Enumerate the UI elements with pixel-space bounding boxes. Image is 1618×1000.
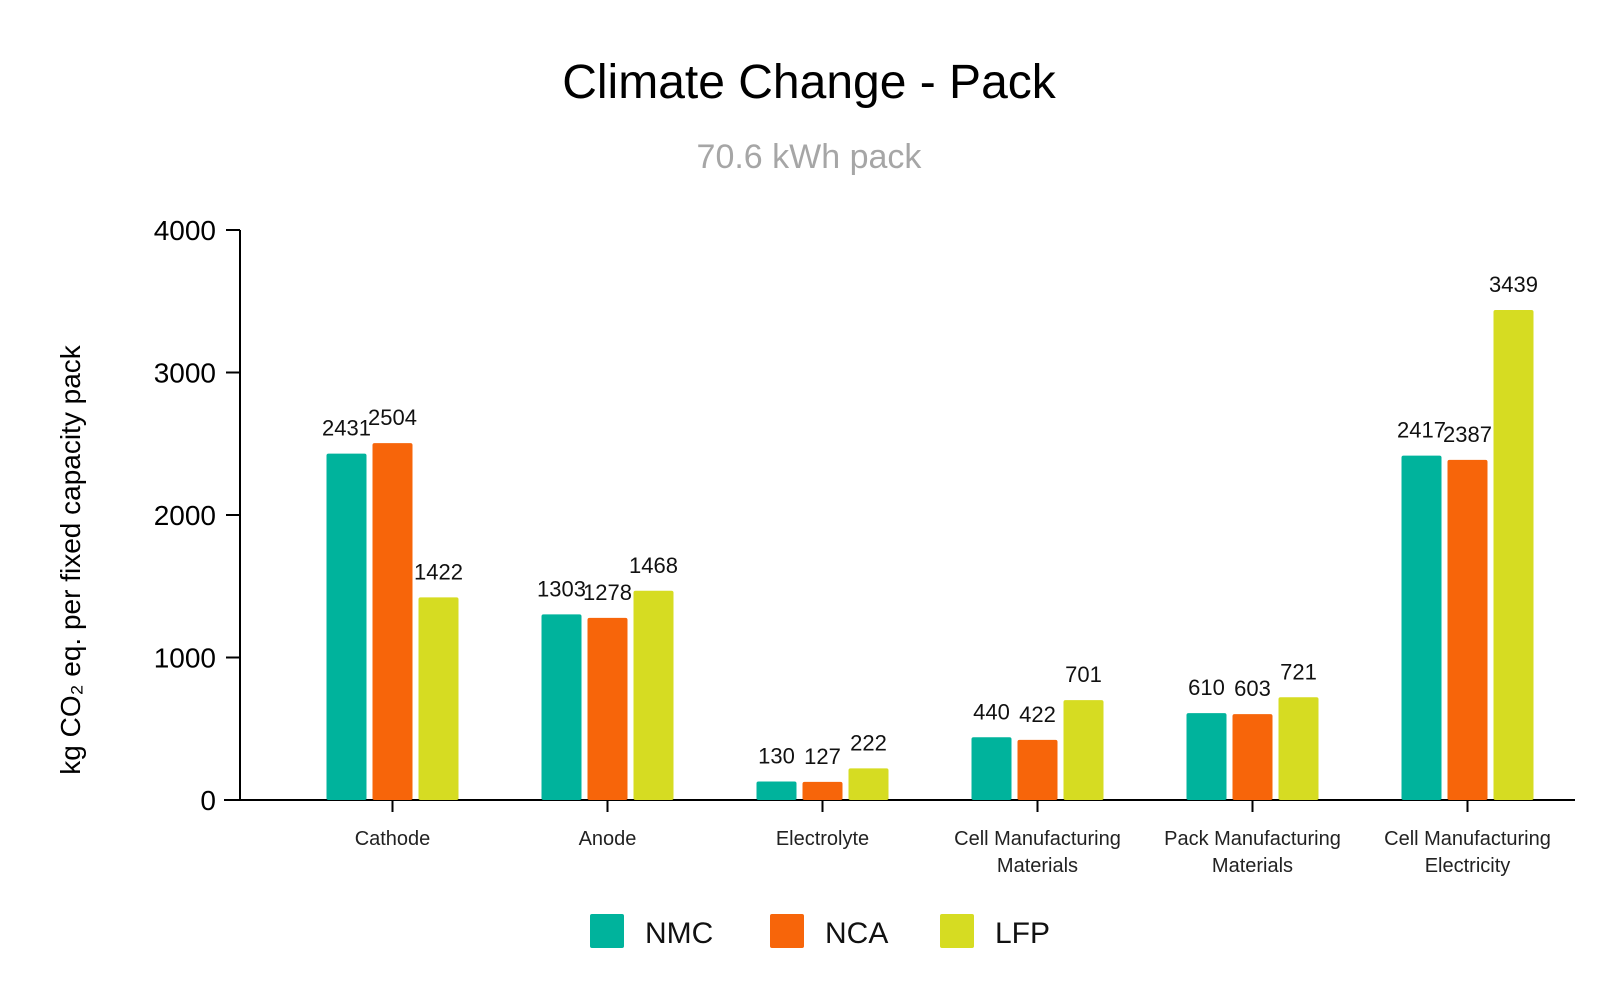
bar-nmc — [756, 781, 797, 800]
data-label-nmc: 2417 — [1397, 418, 1446, 443]
legend-label-nmc: NMC — [645, 917, 713, 950]
data-label-lfp: 222 — [850, 730, 887, 755]
legend-label-lfp: LFP — [995, 917, 1050, 950]
x-category-label: Cell Manufacturing Electricity — [1384, 828, 1551, 877]
bar-lfp — [633, 590, 674, 800]
bar-nmc — [1401, 455, 1442, 800]
data-label-lfp: 1468 — [629, 553, 678, 578]
data-label-nca: 127 — [804, 744, 841, 769]
bar-lfp — [1063, 700, 1104, 800]
data-label-lfp: 1422 — [414, 559, 463, 584]
x-category-label-line: Electricity — [1425, 855, 1511, 877]
bar-nca — [587, 617, 628, 800]
legend-swatch-lfp — [940, 914, 974, 948]
axes: 0 1000 2000 3000 4000 Cathode Anode Electrolyte… — [154, 215, 1575, 877]
bar-lfp — [418, 597, 459, 800]
y-tick-label: 0 — [200, 785, 216, 816]
y-tick-label: 1000 — [154, 643, 216, 674]
data-label-lfp: 701 — [1065, 662, 1102, 687]
bar-lfp — [1278, 697, 1319, 800]
legend: NMC NCA LFP — [590, 914, 1050, 950]
data-label-nmc: 130 — [758, 743, 795, 768]
bar-nca — [1232, 714, 1273, 800]
data-label-nca: 1278 — [583, 580, 632, 605]
data-label-nmc: 1303 — [537, 576, 586, 601]
y-tick-label: 3000 — [154, 358, 216, 389]
bar-lfp — [848, 768, 889, 800]
x-category-label-line: Materials — [997, 855, 1078, 877]
x-category-label-line: Electrolyte — [776, 828, 869, 850]
bars-group — [326, 309, 1534, 800]
chart-subtitle: 70.6 kWh pack — [697, 138, 923, 176]
bar-nca — [802, 781, 843, 800]
bar-nmc — [971, 737, 1012, 800]
x-category-label-line: Cell Manufacturing — [1384, 828, 1551, 850]
data-label-nmc: 440 — [973, 699, 1010, 724]
chart-title: Climate Change - Pack — [562, 56, 1057, 109]
bar-nmc — [326, 453, 367, 800]
x-category-label: Pack Manufacturing Materials — [1164, 828, 1341, 877]
legend-swatch-nmc — [590, 914, 624, 948]
bar-nca — [372, 443, 413, 800]
x-category-label-line: Materials — [1212, 855, 1293, 877]
x-category-label-line: Pack Manufacturing — [1164, 828, 1341, 850]
data-label-nmc: 2431 — [322, 416, 371, 441]
y-tick-label: 4000 — [154, 215, 216, 246]
bar-nmc — [541, 614, 582, 800]
data-label-nca: 422 — [1019, 702, 1056, 727]
data-label-nca: 603 — [1234, 676, 1271, 701]
data-label-nca: 2387 — [1443, 422, 1492, 447]
x-category-label: Electrolyte — [776, 828, 869, 850]
x-category-label-line: Cell Manufacturing — [954, 828, 1121, 850]
x-category-label: Cathode — [355, 828, 431, 850]
data-label-nca: 2504 — [368, 405, 417, 430]
data-label-lfp: 3439 — [1489, 272, 1538, 297]
data-label-lfp: 721 — [1280, 659, 1317, 684]
bar-lfp — [1493, 309, 1534, 800]
data-label-nmc: 610 — [1188, 675, 1225, 700]
y-axis-label: kg CO₂ eq. per fixed capacity pack — [55, 344, 86, 775]
y-tick-label: 2000 — [154, 500, 216, 531]
x-category-label: Cell Manufacturing Materials — [954, 828, 1121, 877]
bar-nca — [1447, 459, 1488, 800]
legend-label-nca: NCA — [825, 917, 888, 950]
legend-swatch-nca — [770, 914, 804, 948]
x-category-label-line: Cathode — [355, 828, 431, 850]
bar-nca — [1017, 739, 1058, 800]
bar-nmc — [1186, 713, 1227, 800]
x-category-label-line: Anode — [579, 828, 637, 850]
x-category-label: Anode — [579, 828, 637, 850]
